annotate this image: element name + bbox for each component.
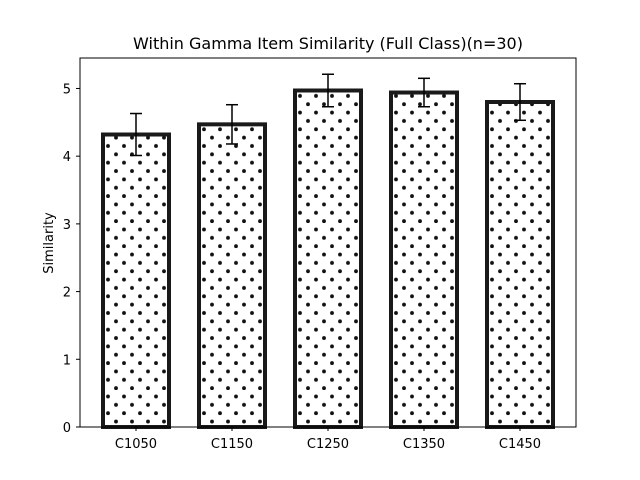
y-tick-label-5: 5: [63, 82, 71, 97]
bar-C1050: [101, 132, 171, 429]
y-axis: 0 1 2 3 4 5: [63, 82, 80, 436]
y-tick-label-0: 0: [63, 421, 71, 436]
bar-C1450: [485, 100, 555, 429]
bar-C1350: [389, 90, 459, 429]
y-tick-label-2: 2: [63, 286, 71, 301]
y-tick-label-4: 4: [63, 150, 71, 165]
bar-C1150: [197, 122, 267, 429]
x-tick-label-C1050: C1050: [115, 437, 157, 452]
x-tick-label-C1450: C1450: [499, 437, 541, 452]
bar-C1250: [293, 88, 363, 429]
x-tick-label-C1350: C1350: [403, 437, 445, 452]
chart-title: Within Gamma Item Similarity (Full Class…: [133, 34, 523, 53]
y-tick-label-1: 1: [63, 353, 71, 368]
bars-layer: [101, 88, 555, 429]
y-axis-label: Similarity: [42, 212, 57, 274]
y-tick-label-3: 3: [63, 218, 71, 233]
x-tick-label-C1150: C1150: [211, 437, 253, 452]
x-axis: C1050 C1150 C1250 C1350 C1450: [115, 427, 541, 452]
x-tick-label-C1250: C1250: [307, 437, 349, 452]
error-bars-layer: [130, 73, 526, 157]
